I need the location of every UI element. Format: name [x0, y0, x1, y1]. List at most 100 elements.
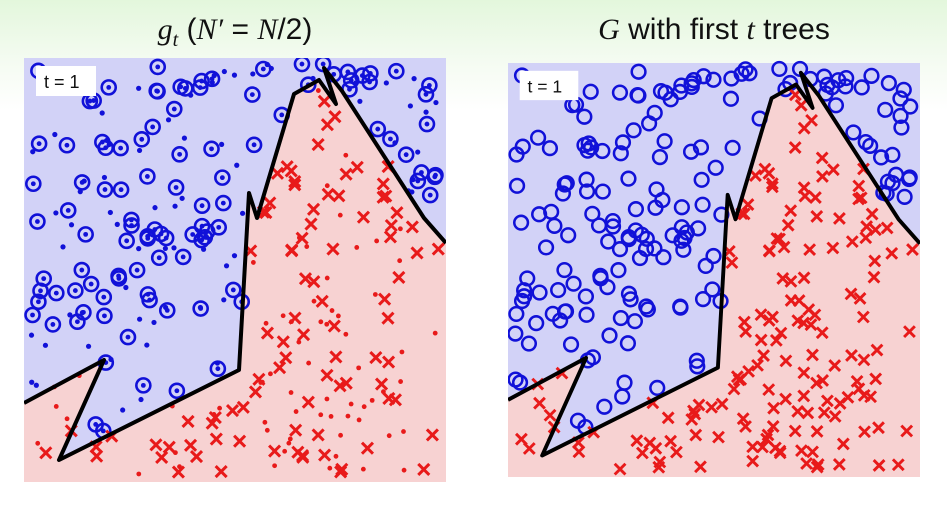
red-cross — [900, 424, 914, 438]
blue-circle — [649, 379, 666, 397]
red-dot — [318, 412, 324, 418]
blue-dot — [72, 288, 78, 293]
blue-circle — [214, 169, 231, 186]
blue-dot — [136, 85, 142, 91]
red-dot — [398, 379, 404, 384]
blue-dot — [221, 68, 227, 75]
red-cross — [295, 231, 309, 245]
blue-dot — [30, 149, 36, 155]
red-cross — [769, 333, 783, 347]
blue-circle — [184, 226, 201, 243]
red-cross — [762, 166, 776, 180]
red-cross — [431, 242, 445, 256]
blue-circle — [705, 71, 722, 88]
red-cross — [715, 397, 729, 411]
blue-circle — [168, 382, 186, 400]
blue-dot — [190, 232, 196, 237]
blue-dot — [215, 366, 221, 372]
blue-dot — [144, 174, 150, 179]
blue-circle — [900, 170, 918, 188]
red-dot — [356, 365, 362, 371]
blue-circle — [110, 270, 128, 287]
red-cross — [741, 198, 755, 211]
red-cross — [652, 460, 666, 474]
blue-circle — [29, 213, 46, 230]
red-cross — [296, 450, 310, 464]
red-cross — [854, 191, 868, 205]
blue-dot — [152, 227, 158, 232]
red-cross — [779, 392, 793, 406]
blue-circle — [167, 179, 185, 196]
blue-circle — [584, 205, 601, 222]
blue-dot — [145, 291, 151, 297]
data-points — [24, 58, 445, 479]
red-cross — [809, 191, 822, 204]
blue-dot — [407, 103, 413, 109]
red-cross — [705, 400, 718, 414]
red-cross — [770, 232, 784, 245]
blue-circle — [692, 139, 710, 156]
blue-circle — [512, 214, 530, 231]
blue-circle — [388, 62, 405, 80]
blue-circle — [128, 261, 146, 279]
blue-dot — [36, 299, 41, 305]
blue-dot — [172, 203, 178, 209]
red-cross — [321, 187, 335, 201]
blue-dot — [249, 92, 255, 98]
red-cross — [727, 382, 741, 396]
red-cross — [725, 256, 739, 270]
red-cross — [273, 361, 287, 375]
blue-circle — [255, 60, 272, 78]
blue-circle — [657, 84, 674, 101]
blue-circle — [577, 288, 594, 305]
blue-dot — [30, 312, 35, 318]
red-cross — [852, 179, 866, 193]
blue-dot — [155, 64, 161, 70]
red-cross — [350, 160, 364, 174]
red-cross — [784, 294, 798, 307]
red-dot — [289, 319, 294, 325]
blue-circle — [614, 388, 631, 405]
red-cross — [392, 270, 406, 284]
red-cross — [856, 310, 870, 324]
blue-circle — [225, 281, 242, 299]
blue-circle — [853, 79, 870, 96]
red-dot — [311, 298, 317, 304]
blue-circle — [594, 183, 611, 200]
blue-dot — [211, 72, 217, 79]
blue-dot — [79, 309, 86, 316]
red-dot — [369, 397, 375, 403]
red-dot — [280, 313, 286, 319]
blue-dot — [250, 71, 256, 77]
red-dot — [397, 226, 403, 232]
blue-dot — [357, 98, 363, 104]
red-dot — [304, 244, 310, 249]
red-cross — [279, 351, 293, 365]
red-cross — [318, 448, 332, 462]
red-cross — [817, 406, 831, 420]
blue-circle — [578, 306, 595, 323]
title-part: t — [746, 13, 755, 46]
red-cross — [864, 390, 878, 404]
blue-circle — [531, 206, 548, 223]
red-cross — [788, 141, 802, 154]
red-cross — [791, 404, 805, 418]
red-dot — [217, 405, 223, 411]
red-cross — [183, 438, 198, 452]
blue-dot — [33, 382, 39, 388]
blue-circle — [369, 120, 387, 138]
red-cross — [872, 421, 885, 435]
blue-dot — [219, 175, 225, 181]
red-cross — [270, 166, 285, 180]
red-cross — [689, 428, 703, 442]
blue-circle — [823, 79, 841, 96]
red-cross — [417, 462, 431, 477]
blue-circle — [245, 136, 263, 154]
red-dot — [324, 275, 330, 281]
red-cross — [737, 315, 751, 329]
red-dot — [335, 313, 341, 319]
blue-circle — [656, 133, 673, 150]
blue-dot — [106, 84, 112, 90]
blue-circle — [119, 328, 137, 346]
red-dot — [337, 212, 343, 218]
